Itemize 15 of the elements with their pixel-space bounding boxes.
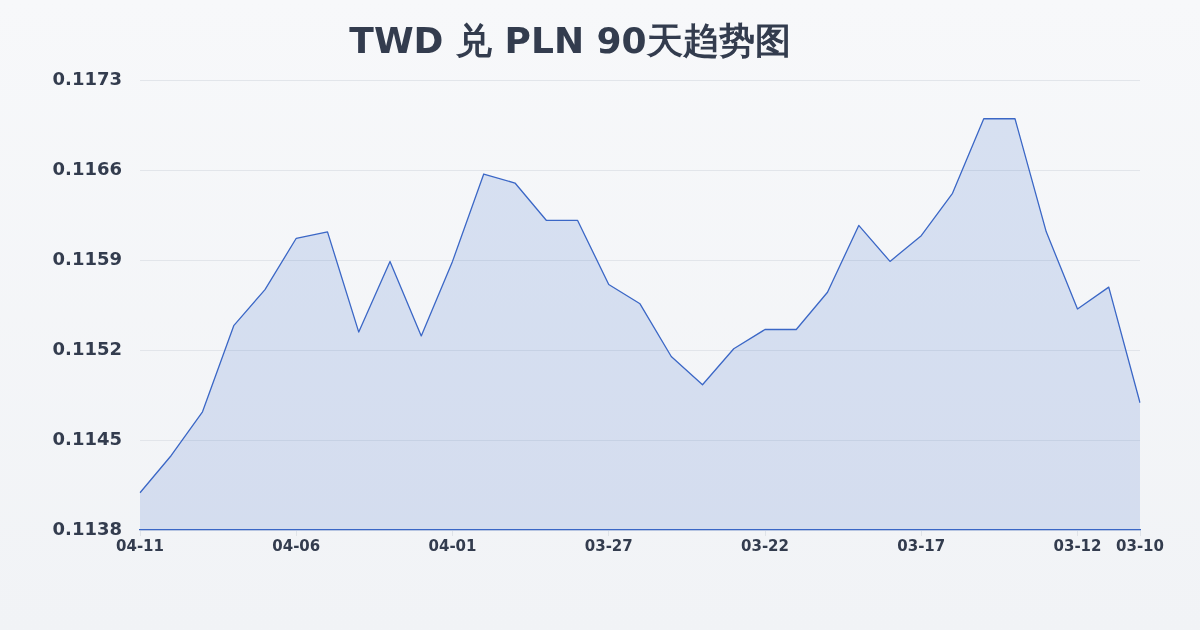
x-tick-label: 03-17 [897, 536, 946, 555]
chart-title: TWD 兑 PLN 90天趋势图 [349, 19, 791, 61]
x-tick-label: 03-10 [1116, 536, 1164, 555]
x-tick-label: 04-01 [428, 536, 477, 555]
y-tick-label: 0.1173 [52, 67, 122, 89]
y-tick-label: 0.1138 [52, 517, 122, 539]
x-tick-label: 04-11 [116, 536, 164, 555]
y-tick-label: 0.1145 [52, 427, 122, 449]
x-tick-label: 03-27 [584, 536, 633, 555]
x-tick-label: 03-22 [741, 536, 789, 555]
y-tick-label: 0.1152 [52, 337, 122, 359]
x-tick-label: 03-12 [1053, 536, 1102, 555]
y-tick-label: 0.1166 [52, 157, 122, 179]
x-tick-label: 04-06 [272, 536, 321, 555]
y-tick-label: 0.1159 [52, 247, 122, 269]
